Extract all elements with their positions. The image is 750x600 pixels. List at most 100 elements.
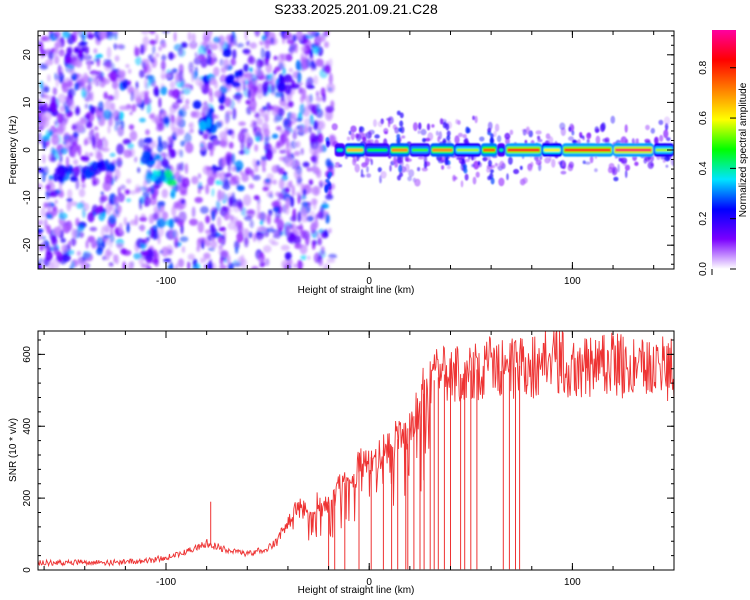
spectrogram-noise-blob xyxy=(123,149,132,158)
spectrogram-noise-blob xyxy=(140,43,145,55)
y-tick-label: 0 xyxy=(22,147,33,153)
spectrogram-noise-blob xyxy=(296,181,302,187)
spectrogram-noise-blob xyxy=(71,147,77,159)
spectrogram-noise-blob xyxy=(168,51,175,61)
spectrogram-noise-blob xyxy=(134,214,139,226)
spectrogram-noise-blob xyxy=(179,236,189,243)
spectrogram-band-noise xyxy=(494,162,498,167)
spectrogram-feature-blob xyxy=(166,179,177,186)
spectrogram-noise-blob xyxy=(98,117,105,127)
spectrogram-noise-blob xyxy=(314,169,319,174)
spectrogram-noise-blob xyxy=(61,244,68,254)
spectrogram-band-noise xyxy=(422,138,427,143)
spectrogram-noise-blob xyxy=(321,64,326,72)
spectrogram-noise-blob xyxy=(200,57,208,68)
spectrogram-noise-blob xyxy=(107,125,111,134)
spectrogram-noise-blob xyxy=(188,68,194,75)
spectrogram-noise-blob xyxy=(139,117,146,123)
spectrogram-band-noise xyxy=(373,119,377,128)
spectrogram-noise-blob xyxy=(50,156,57,163)
spectrogram-noise-blob xyxy=(259,219,264,226)
spectrogram-band-core xyxy=(456,148,479,152)
spectrogram-noise-blob xyxy=(254,67,262,75)
spectrogram-noise-spike xyxy=(442,121,447,129)
spectrogram-noise-blob xyxy=(103,78,111,85)
spectrogram-noise-blob xyxy=(96,206,104,214)
spectrogram-band-noise xyxy=(393,156,397,165)
spectrogram-noise-blob xyxy=(83,72,88,82)
spectrogram-noise-spike xyxy=(465,126,470,134)
spectrogram-band-noise xyxy=(360,168,364,177)
spectrogram-noise-blob xyxy=(117,125,124,137)
spectrogram-feature-blob xyxy=(142,150,152,159)
spectrogram-noise-blob xyxy=(302,230,311,240)
spectrogram-band-noise xyxy=(423,154,428,164)
spectrogram-noise-blob xyxy=(187,261,191,269)
spectrogram-feature-blob xyxy=(67,56,72,65)
spectrogram-noise-blob xyxy=(93,57,100,63)
spectrogram-noise-blob xyxy=(231,153,236,165)
spectrogram-band-noise xyxy=(607,166,613,174)
spectrogram-noise-blob xyxy=(45,190,50,200)
spectrogram-noise-blob xyxy=(156,122,165,132)
spectrogram-noise-blob xyxy=(148,75,156,84)
spectrogram-noise-blob xyxy=(184,83,191,89)
spectrogram-noise-blob xyxy=(40,111,45,123)
spectrogram-noise-blob xyxy=(126,198,132,203)
spectrogram-noise-blob xyxy=(202,165,210,175)
spectrogram-feature-blob xyxy=(163,169,173,179)
spectrogram-noise-blob xyxy=(295,191,302,197)
spectrogram-noise-blob xyxy=(165,73,172,78)
spectrogram-noise-blob xyxy=(211,188,215,197)
spectrogram-noise-blob xyxy=(300,207,308,217)
spectrogram-noise-blob xyxy=(205,183,210,195)
spectrogram-noise-blob xyxy=(198,45,206,57)
spectrogram-noise-spike xyxy=(463,164,468,170)
spectrogram-noise-blob xyxy=(138,258,144,265)
spectrogram-noise-blob xyxy=(261,75,266,81)
spectrogram-noise-blob xyxy=(248,231,253,239)
spectrogram-noise-blob xyxy=(62,120,66,132)
spectrogram-noise-blob xyxy=(278,178,285,190)
spectrogram-noise-blob xyxy=(200,111,206,118)
spectrogram-noise-blob xyxy=(148,216,154,225)
spectrogram-noise-blob xyxy=(221,190,225,200)
spectrogram-noise-blob xyxy=(104,174,112,184)
spectrogram-noise-blob xyxy=(74,59,83,68)
colorbar-tick-label: 0.8 xyxy=(698,60,709,74)
spectrogram-noise-blob xyxy=(300,254,307,261)
spectrogram-feature-blob xyxy=(199,122,206,128)
spectrogram-noise-blob xyxy=(50,146,56,157)
spectrogram-noise-spike xyxy=(327,181,332,187)
snr-panel: -100 0 100 0 200 400 600 Height of straight li… xyxy=(8,330,675,596)
spectrogram-noise-blob xyxy=(313,252,322,264)
spectrogram-noise-blob xyxy=(145,187,153,193)
spectrogram-noise-blob xyxy=(144,198,147,207)
spectrogram-noise-blob xyxy=(207,260,213,269)
spectrogram-noise-spike xyxy=(397,175,401,181)
spectrogram-noise-blob xyxy=(288,67,294,73)
spectrogram-noise-blob xyxy=(305,204,312,209)
spectrogram-noise-blob xyxy=(197,173,202,179)
spectrogram-noise-blob xyxy=(325,105,335,113)
spectrogram-noise-blob xyxy=(257,226,267,232)
spectrogram-band-noise xyxy=(426,123,431,131)
spectrogram-noise-blob xyxy=(116,143,124,155)
spectrogram-noise-blob xyxy=(48,50,54,61)
spectrogram-noise-blob xyxy=(302,188,307,197)
spectrogram-noise-blob xyxy=(83,31,87,41)
spectrogram-noise-blob xyxy=(93,48,98,54)
spectrogram-band-noise xyxy=(644,156,649,161)
spectrogram-noise-spike xyxy=(442,138,447,145)
spectrogram-feature-blob xyxy=(38,104,44,112)
spectrogram-noise-blob xyxy=(187,253,195,261)
y-tick-label: 200 xyxy=(22,489,33,506)
spectrogram-noise-blob xyxy=(236,231,244,243)
spectrogram-noise-blob xyxy=(318,180,324,189)
spectrogram-band-noise xyxy=(615,139,621,145)
spectrogram-noise-blob xyxy=(54,55,60,65)
spectrogram-noise-blob xyxy=(271,200,280,208)
spectrogram-noise-blob xyxy=(48,129,54,137)
spectrogram-noise-blob xyxy=(45,184,51,191)
spectrogram-noise-blob xyxy=(274,66,281,72)
